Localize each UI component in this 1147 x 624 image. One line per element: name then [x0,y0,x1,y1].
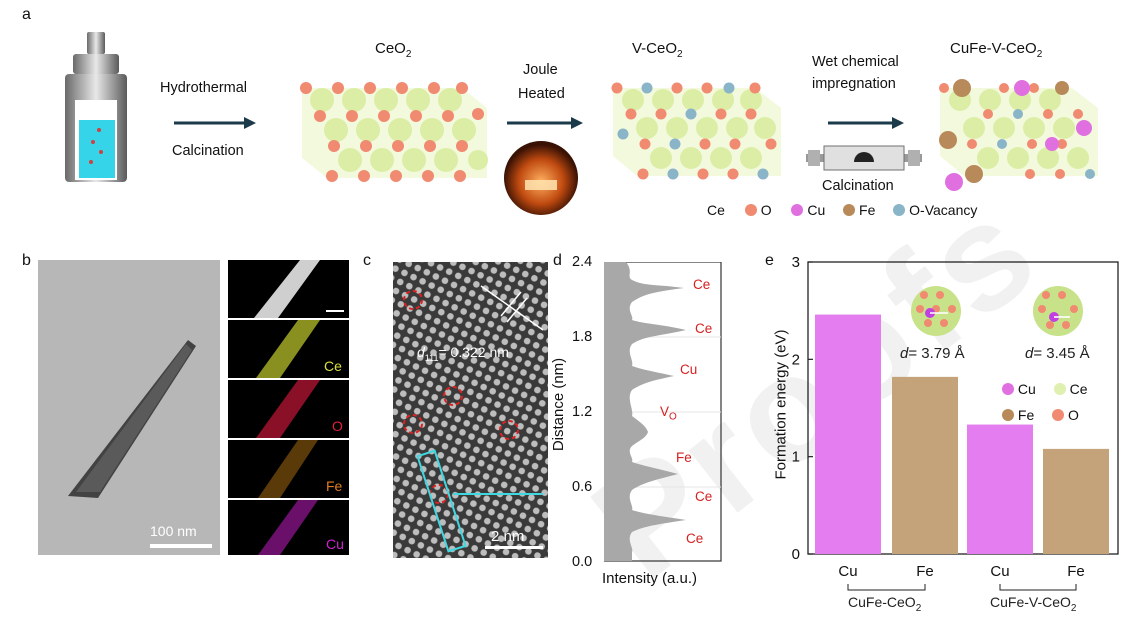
step2-top-label: Joule [523,62,558,78]
eds-map-cu-label: Cu [326,536,344,552]
legend-vacancy-label: O-Vacancy [909,202,978,218]
eds-map-cu: Cu [228,500,349,555]
step3-bottom-label: Calcination [822,178,894,194]
x-tick-label: Cu [990,563,1009,580]
tube-furnace-icon [806,145,922,171]
step2-bottom-label: Heated [518,86,565,102]
panel-d-ytick-5: 0.0 [572,554,593,570]
step2-arrow [507,117,583,129]
bar-cufe-v-ceo2-fe [1043,448,1109,554]
tem-image: 100 nm [38,260,220,555]
group-bracket [847,584,926,591]
panel-a-legend: Ce O Cu Fe O-Vacancy [707,202,977,218]
panel-b-letter: b [22,252,31,269]
eds-map-o: O [228,380,349,438]
vceo2-label: V-CeO2 [632,40,683,60]
peak-label-3: Cu [680,362,698,377]
formation-energy-chart: 0 1 2 3 Cu Fe Cu Fe [792,254,1119,591]
panel-a-letter: a [22,6,31,23]
eds-scale-bar [326,310,344,312]
inset-structure-cufe-vceo2 [1033,286,1083,336]
tem-scale-bar-label: 100 nm [150,523,197,539]
group-label-2: CuFe-V-CeO2 [990,594,1077,614]
step1-top-label: Hydrothermal [160,80,248,96]
group-label-1: CuFe-CeO2 [848,594,922,614]
hrtem-lattice-fringes [393,262,548,558]
panel-d-ytick-4: 0.6 [572,479,593,495]
eds-map-ce: Ce [228,320,349,378]
intensity-profile-plot [604,262,722,562]
legend-cu-dot [791,204,804,216]
eds-map-o-label: O [332,418,343,434]
ceo2-lattice [300,82,488,182]
peak-label-7: Ce [686,531,704,546]
legend-cu-label: Cu [807,202,826,218]
inset-left-distance: d= 3.79 Å [900,345,965,362]
peak-label-2: Ce [695,321,713,336]
panel-d-letter: d [553,252,562,269]
peak-label-6: Ce [695,489,713,504]
y-tick-label: 3 [792,254,800,271]
cufe-vceo2-lattice [939,79,1098,191]
inset-structure-cufe-ceo2 [911,286,961,336]
panel-c-letter: c [363,252,371,269]
step3-mid-label: impregnation [812,76,896,92]
inset-right-distance: d= 3.45 Å [1025,345,1090,362]
autoclave-illustration [65,32,127,182]
panel-e-letter: e [765,252,774,269]
e-legend-cu-label: Cu [1017,381,1036,397]
legend-o-dot [744,204,757,216]
panel-d-ytick-2: 1.8 [572,329,593,345]
e-legend-o-label: O [1068,407,1079,423]
peak-label-4: VO [660,404,677,423]
e-legend-ce-dot [1053,383,1066,395]
eds-map-ce-label: Ce [324,358,342,374]
legend-fe-label: Fe [859,202,876,218]
panel-e-legend: Cu Ce Fe O [1002,376,1087,428]
step1-arrow [174,117,256,129]
peak-label-5: Fe [676,450,692,465]
legend-vacancy-dot [893,204,906,216]
e-legend-fe-label: Fe [1017,407,1035,423]
step1-bottom-label: Calcination [172,143,244,159]
ceo2-label: CeO2 [375,40,412,60]
hrtem-image: d111= 0.322 nm 2 nm [393,262,548,558]
x-tick-label: Fe [1067,563,1085,580]
vceo2-lattice [611,82,781,180]
legend-ce-label: Ce [707,202,725,218]
legend-o-label: O [760,202,772,218]
tem-scale-bar-line [150,544,212,548]
cufe-vceo2-label: CuFe-V-CeO2 [950,40,1043,60]
bar-cufe-ceo2-cu [815,314,881,554]
panel-d-ytick-1: 2.4 [572,254,593,270]
y-tick-label: 0 [792,546,800,563]
legend-fe-dot [843,204,856,216]
peak-label-1: Ce [693,277,711,292]
y-tick-label: 2 [792,351,800,368]
y-tick-label: 1 [792,449,800,466]
panel-d-ylabel: Distance (nm) [550,357,568,452]
eds-map-fe: Fe [228,440,349,498]
x-tick-label: Fe [916,563,934,580]
eds-map-haadf [228,260,349,318]
nanorod-shape [68,340,196,498]
plot-frame [807,261,1119,555]
hrtem-scale-bar-label: 2 nm [491,528,525,545]
group-bracket [999,584,1077,591]
bar-cufe-v-ceo2-cu [967,424,1033,554]
bar-cufe-ceo2-fe [892,376,958,554]
panel-d-ytick-3: 1.2 [572,404,593,420]
step3-arrow [828,117,904,129]
e-legend-o-dot [1052,409,1065,421]
x-tick-label: Cu [838,563,857,580]
d-spacing-label: d111= 0.322 nm [417,344,509,363]
e-legend-fe-dot [1002,409,1014,421]
step3-top-label: Wet chemical [812,54,899,70]
e-legend-ce-label: Ce [1069,381,1088,397]
eds-map-fe-label: Fe [326,478,343,494]
joule-heating-photo [504,141,578,215]
panel-d-xlabel: Intensity (a.u.) [602,570,698,587]
e-legend-cu-dot [1002,383,1014,395]
